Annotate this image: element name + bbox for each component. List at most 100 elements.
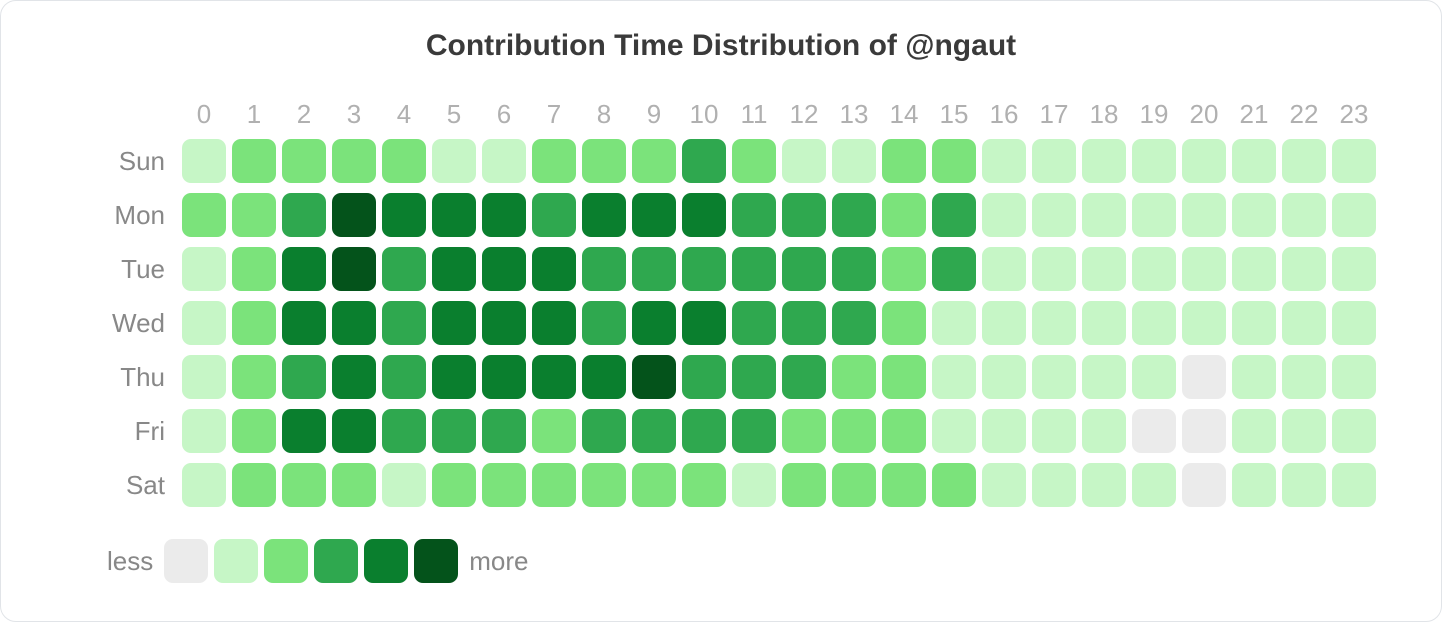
heat-cell bbox=[1282, 409, 1326, 453]
heat-cell bbox=[682, 409, 726, 453]
heat-cell bbox=[882, 247, 926, 291]
chart-title: Contribution Time Distribution of @ngaut bbox=[31, 29, 1411, 63]
hour-label: 22 bbox=[1279, 99, 1329, 130]
heat-cell bbox=[732, 409, 776, 453]
heat-cell bbox=[482, 301, 526, 345]
heat-cell bbox=[1232, 463, 1276, 507]
heat-cell bbox=[1282, 247, 1326, 291]
hour-label: 1 bbox=[229, 99, 279, 130]
heat-cell bbox=[332, 409, 376, 453]
heat-cell bbox=[1032, 355, 1076, 399]
heat-cell bbox=[482, 193, 526, 237]
heat-cell bbox=[1132, 139, 1176, 183]
heat-cell bbox=[982, 139, 1026, 183]
heat-cell bbox=[332, 355, 376, 399]
heat-cell bbox=[582, 409, 626, 453]
heat-cell bbox=[482, 355, 526, 399]
heat-cell bbox=[732, 301, 776, 345]
heat-cell bbox=[1282, 193, 1326, 237]
heat-cell bbox=[182, 193, 226, 237]
heat-cell bbox=[1032, 409, 1076, 453]
heat-cell bbox=[1182, 193, 1226, 237]
hour-label: 21 bbox=[1229, 99, 1279, 130]
heat-cell bbox=[282, 139, 326, 183]
heat-cell bbox=[1082, 301, 1126, 345]
heat-cell bbox=[1132, 247, 1176, 291]
heat-cell bbox=[1332, 355, 1376, 399]
hour-label: 5 bbox=[429, 99, 479, 130]
heat-cell bbox=[1332, 463, 1376, 507]
hour-label: 20 bbox=[1179, 99, 1229, 130]
heat-cell bbox=[532, 139, 576, 183]
heat-cell bbox=[682, 301, 726, 345]
heat-cell bbox=[432, 463, 476, 507]
day-label: Wed bbox=[99, 308, 179, 339]
day-row: Thu bbox=[99, 352, 1379, 402]
heat-cell bbox=[382, 301, 426, 345]
hour-label: 16 bbox=[979, 99, 1029, 130]
heat-cell bbox=[632, 301, 676, 345]
heat-cell bbox=[732, 247, 776, 291]
heat-cell bbox=[832, 301, 876, 345]
heat-cell bbox=[1182, 355, 1226, 399]
hour-label: 3 bbox=[329, 99, 379, 130]
heat-cell bbox=[232, 301, 276, 345]
heat-cell bbox=[1332, 193, 1376, 237]
heat-cell bbox=[332, 463, 376, 507]
heat-cell bbox=[1232, 301, 1276, 345]
heat-cell bbox=[282, 193, 326, 237]
heat-cell bbox=[1282, 355, 1326, 399]
heat-cell bbox=[182, 139, 226, 183]
heat-cell bbox=[232, 247, 276, 291]
heat-cell bbox=[1132, 301, 1176, 345]
heat-cell bbox=[432, 193, 476, 237]
legend-less-label: less bbox=[107, 546, 153, 577]
hour-label: 15 bbox=[929, 99, 979, 130]
heat-cell bbox=[782, 301, 826, 345]
heat-cell bbox=[532, 355, 576, 399]
heat-cell bbox=[432, 247, 476, 291]
heat-cell bbox=[1332, 409, 1376, 453]
heat-cell bbox=[982, 409, 1026, 453]
heat-cell bbox=[282, 301, 326, 345]
day-row: Wed bbox=[99, 298, 1379, 348]
heat-cell bbox=[1182, 463, 1226, 507]
hour-label: 19 bbox=[1129, 99, 1179, 130]
legend-cell bbox=[164, 539, 208, 583]
heat-cell bbox=[382, 193, 426, 237]
heat-cell bbox=[1232, 355, 1276, 399]
legend-cell bbox=[314, 539, 358, 583]
heat-cell bbox=[982, 193, 1026, 237]
heat-cell bbox=[932, 247, 976, 291]
heat-cell bbox=[1132, 193, 1176, 237]
heat-cell bbox=[182, 355, 226, 399]
contribution-card: Contribution Time Distribution of @ngaut… bbox=[0, 0, 1442, 622]
heat-cell bbox=[932, 139, 976, 183]
heat-cell bbox=[882, 409, 926, 453]
heat-cell bbox=[1282, 139, 1326, 183]
heat-cell bbox=[432, 139, 476, 183]
hours-header-row: 01234567891011121314151617181920212223 bbox=[99, 99, 1379, 130]
hour-label: 11 bbox=[729, 99, 779, 130]
heat-cell bbox=[1182, 139, 1226, 183]
heat-cell bbox=[282, 409, 326, 453]
heat-cell bbox=[382, 409, 426, 453]
day-label: Fri bbox=[99, 416, 179, 447]
heat-cell bbox=[282, 463, 326, 507]
heat-cell bbox=[782, 409, 826, 453]
heat-cell bbox=[732, 139, 776, 183]
heat-cell bbox=[282, 247, 326, 291]
heat-cell bbox=[232, 355, 276, 399]
heat-cell bbox=[1182, 301, 1226, 345]
heat-cell bbox=[682, 139, 726, 183]
heat-cell bbox=[582, 193, 626, 237]
day-label: Sat bbox=[99, 470, 179, 501]
heat-cell bbox=[382, 139, 426, 183]
heat-cell bbox=[1082, 247, 1126, 291]
heat-cell bbox=[532, 409, 576, 453]
heat-cell bbox=[1082, 139, 1126, 183]
day-row: Mon bbox=[99, 190, 1379, 240]
heat-cell bbox=[582, 355, 626, 399]
heat-cell bbox=[532, 463, 576, 507]
heat-cell bbox=[982, 247, 1026, 291]
